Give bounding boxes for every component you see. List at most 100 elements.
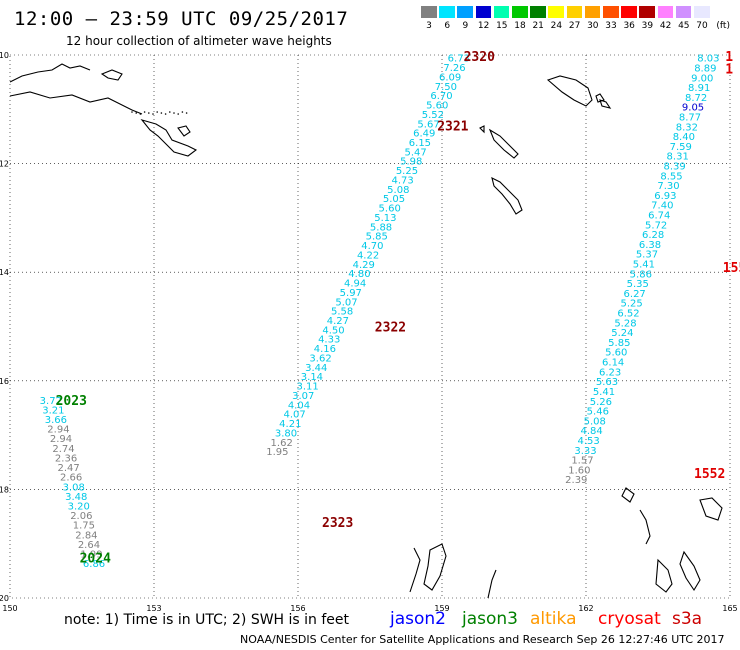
wave-height-value: 5.98: [400, 157, 422, 168]
legend-unit: (ft): [716, 21, 730, 31]
wave-height-value: 3.48: [65, 492, 87, 503]
coastline: [100, 69, 123, 81]
legend-swatch: [439, 6, 455, 18]
pass-number-label: 1552: [694, 467, 725, 482]
wave-height-value: 6.09: [439, 72, 461, 83]
wave-height-value: 5.07: [335, 297, 357, 308]
latitude-tick-label: -14: [0, 268, 9, 277]
wave-height-value: 5.25: [620, 299, 642, 310]
coastline: [487, 569, 497, 599]
longitude-tick-label: 159: [434, 604, 449, 613]
legend-level-label: 21: [532, 21, 544, 31]
wave-height-value: 2.94: [47, 425, 69, 436]
wave-height-value: 3.72: [40, 396, 62, 407]
wave-height-value: 3.66: [45, 415, 67, 426]
wave-height-value: 5.63: [596, 377, 618, 388]
coastline: [140, 118, 198, 157]
wave-height-value: 6.73: [448, 54, 470, 65]
coastline: [599, 99, 612, 109]
pass-number-label: 2321: [437, 120, 468, 135]
credit-line: NOAA/NESDIS Center for Satellite Applica…: [240, 633, 725, 646]
coastline: [546, 75, 593, 107]
wave-height-value: 4.70: [361, 241, 383, 252]
pass-number-label: 2023: [56, 394, 87, 409]
coastline: [621, 487, 635, 503]
wave-height-value: 3.44: [305, 363, 327, 374]
wave-height-value: 1.62: [271, 438, 293, 449]
wave-height-value: 5.05: [383, 194, 405, 205]
pass-number-label: 2322: [375, 321, 406, 336]
graticule: [9, 54, 731, 599]
latitude-tick-label: -18: [0, 485, 9, 494]
pass-number-label: 2320: [464, 50, 495, 65]
wave-height-value: 7.40: [651, 201, 673, 212]
legend-level-label: 6: [444, 21, 451, 31]
wave-height-value: 8.91: [688, 83, 710, 94]
coastline: [177, 125, 191, 137]
wave-height-value: 5.97: [340, 288, 362, 299]
legend-swatch: [421, 6, 437, 18]
wave-height-value: 2.74: [52, 444, 74, 455]
legend-level-label: 12: [477, 21, 490, 31]
wave-height-value: 6.27: [624, 289, 646, 300]
wave-height-value: 2.64: [78, 540, 100, 551]
wave-height-value: 1.57: [571, 456, 593, 467]
wave-height-value: 8.77: [679, 113, 701, 124]
wave-height-value: 4.04: [288, 400, 310, 411]
wave-height-value: 5.26: [590, 397, 612, 408]
altimeter-tracks: 6.737.266.097.506.705.605.525.676.496.15…: [40, 54, 720, 570]
legend-swatch: [493, 6, 510, 18]
wave-height-value: 4.84: [581, 426, 603, 437]
wave-height-value: 3.21: [42, 405, 64, 416]
legend-level-label: 15: [496, 21, 508, 31]
wave-height-value: 5.67: [417, 119, 439, 130]
island-dot: [143, 111, 146, 113]
legend-swatch: [548, 6, 564, 18]
map-frame: [9, 54, 731, 599]
island-dot: [173, 112, 175, 114]
wave-height-value: 5.25: [396, 166, 418, 177]
island-dot: [177, 113, 179, 115]
island-dot: [131, 111, 133, 113]
wave-height-value: 3.11: [296, 382, 318, 393]
wave-height-value: 5.60: [379, 204, 401, 215]
legend-level-label: 42: [659, 21, 672, 31]
coastline: [655, 558, 673, 593]
wave-height-value: 3.07: [292, 391, 314, 402]
wave-height-value: 6.23: [599, 367, 621, 378]
longitude-tick-label: 165: [722, 604, 737, 613]
map-subtitle: 12 hour collection of altimeter wave hei…: [66, 34, 332, 48]
wave-height-value: 6.93: [654, 191, 676, 202]
wave-height-value: 8.72: [685, 93, 707, 104]
wave-height-value: 7.26: [443, 63, 465, 74]
legend-level-label: 36: [623, 21, 635, 31]
legend-level-label: 30: [587, 21, 599, 31]
wave-height-value: 4.27: [327, 316, 349, 327]
wave-height-value: 8.32: [676, 122, 698, 133]
wave-height-value: 2.39: [565, 475, 587, 486]
wave-height-value: 2.47: [57, 463, 79, 474]
legend-level-label: 45: [678, 21, 690, 31]
wave-height-value: 5.58: [331, 307, 353, 318]
wave-height-value: 5.46: [587, 407, 609, 418]
wave-height-value: 4.21: [279, 419, 301, 430]
wave-height-value: 5.85: [366, 232, 388, 243]
wave-height-value: 3.08: [63, 482, 85, 493]
legend-level-label: 24: [550, 21, 563, 31]
wave-height-value: 4.53: [577, 436, 599, 447]
wave-height-value: 5.35: [627, 279, 649, 290]
wave-height-value: 3.80: [275, 428, 297, 439]
legend-swatch: [475, 6, 492, 18]
coastline: [699, 497, 723, 521]
wave-height-value: 4.73: [392, 175, 414, 186]
longitude-tick-label: 153: [146, 604, 161, 613]
coastline: [595, 93, 605, 103]
wave-height-value: 2.66: [60, 473, 82, 484]
longitude-tick-label: 150: [2, 604, 17, 613]
wave-height-value: 5.85: [608, 338, 630, 349]
legend-swatch: [694, 6, 710, 18]
legend-swatch: [457, 6, 473, 18]
wave-height-value: 5.86: [630, 269, 652, 280]
coastline: [9, 63, 91, 83]
